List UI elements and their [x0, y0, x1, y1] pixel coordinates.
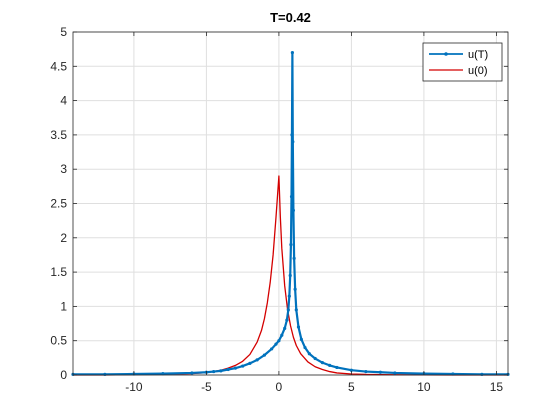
x-tick-label: -10 — [125, 380, 143, 394]
data-point-ut — [287, 294, 291, 298]
chart-title: T=0.42 — [270, 10, 311, 25]
data-point-ut — [212, 369, 216, 374]
x-tick-label: -5 — [201, 380, 212, 394]
x-tick-label: 5 — [348, 380, 355, 394]
legend-label-u0: u(0) — [468, 65, 488, 77]
data-point-ut — [262, 353, 266, 357]
x-tick-label: 0 — [276, 380, 283, 394]
y-tick-label: 1 — [60, 299, 67, 313]
data-point-ut — [288, 273, 292, 278]
data-point-ut — [307, 352, 311, 356]
data-point-ut — [294, 308, 298, 312]
data-point-ut — [364, 369, 368, 374]
ticks: -10 -5 0 5 10 15 0 0.5 1 1.5 2 2.5 3 3.5 4 4.5 5 — [50, 25, 508, 394]
data-point-ut — [335, 365, 339, 370]
data-point-ut — [290, 133, 294, 137]
data-point-ut — [285, 318, 289, 322]
data-point-ut — [393, 371, 397, 375]
data-point-ut — [289, 195, 294, 199]
data-point-ut — [270, 347, 274, 351]
data-point-ut — [291, 208, 295, 212]
data-point-ut — [378, 370, 382, 374]
data-point-ut — [219, 369, 223, 373]
data-point-ut — [286, 308, 290, 312]
data-point-ut — [103, 372, 107, 376]
data-point-ut — [292, 256, 296, 260]
data-point-ut — [313, 356, 317, 361]
data-point-ut — [328, 363, 332, 367]
data-point-ut — [289, 243, 293, 247]
data-point-ut — [248, 361, 252, 365]
data-point-ut — [293, 287, 297, 291]
y-tick-label: 3 — [60, 162, 67, 176]
data-point-ut — [320, 361, 324, 365]
x-tick-label: 15 — [490, 380, 504, 394]
data-point-ut — [296, 325, 301, 329]
data-point-ut — [299, 337, 303, 341]
y-tick-label: 2 — [60, 231, 67, 245]
y-tick-label: 4.5 — [50, 59, 67, 73]
data-point-ut — [226, 367, 230, 372]
data-point-ut — [190, 371, 194, 375]
legend: u(T) u(0) — [422, 42, 503, 82]
data-point-ut — [291, 140, 295, 144]
y-tick-label: 4 — [60, 94, 67, 108]
data-point-ut — [480, 372, 484, 376]
data-point-ut — [349, 368, 353, 372]
legend-box — [422, 42, 503, 82]
y-tick-label: 0.5 — [50, 334, 67, 348]
y-tick-label: 3.5 — [50, 128, 67, 142]
y-tick-label: 5 — [60, 25, 67, 39]
y-tick-label: 0 — [60, 368, 67, 382]
data-point-ut — [241, 364, 245, 368]
data-point-ut — [280, 333, 284, 337]
data-point-ut — [277, 339, 281, 343]
legend-label-ut: u(T) — [468, 49, 488, 61]
data-point-ut — [290, 50, 294, 55]
y-tick-label: 1.5 — [50, 265, 67, 279]
legend-marker-ut — [444, 52, 448, 56]
data-point-ut — [274, 342, 278, 346]
data-point-ut — [161, 372, 165, 376]
data-point-ut — [303, 345, 307, 350]
data-point-ut — [255, 358, 259, 362]
y-tick-label: 2.5 — [50, 197, 67, 211]
data-point-ut — [283, 326, 287, 330]
data-point-ut — [233, 366, 237, 370]
x-tick-label: 10 — [417, 380, 431, 394]
